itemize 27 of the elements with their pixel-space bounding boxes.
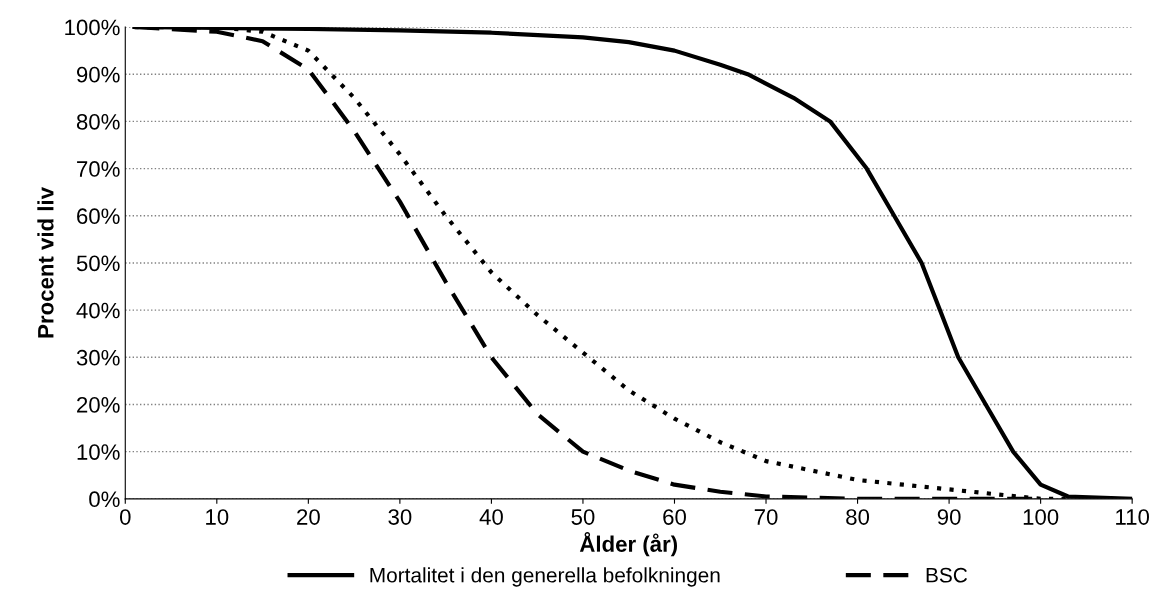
y-tick-label: 100% xyxy=(65,19,120,36)
y-tick-label: 20% xyxy=(77,397,120,413)
x-tick-label: 60 xyxy=(663,509,686,525)
x-tick-label: 110 xyxy=(1116,509,1150,525)
y-tick-label: 10% xyxy=(77,444,120,460)
x-tick-label: 10 xyxy=(206,509,229,525)
x-tick-label: 30 xyxy=(388,509,412,525)
legend-label: Mortalitet i den generella befolkningen xyxy=(370,567,720,587)
y-tick-label: 80% xyxy=(76,113,120,130)
y-tick-label: 70% xyxy=(77,161,120,177)
x-tick-label: 100 xyxy=(1023,509,1059,525)
y-axis-title: Procent vid liv xyxy=(37,187,54,338)
x-tick-label: 20 xyxy=(297,509,320,525)
x-tick-label: 0 xyxy=(119,509,131,525)
y-tick-label: 90% xyxy=(76,66,120,83)
y-tick-label: 0% xyxy=(89,491,120,508)
y-tick-label: 50% xyxy=(76,255,120,272)
x-tick-label: 50 xyxy=(571,509,595,525)
x-tick-label: 40 xyxy=(479,509,503,525)
x-axis-title: Ålder (år) xyxy=(579,532,678,557)
y-tick-label: 30% xyxy=(76,349,120,366)
y-tick-label: 60% xyxy=(77,208,120,225)
y-tick-label: 40% xyxy=(76,302,120,319)
x-tick-label: 70 xyxy=(754,509,778,525)
x-tick-label: 90 xyxy=(937,509,961,525)
legend-label: BSC xyxy=(926,567,968,583)
x-tick-label: 80 xyxy=(846,509,870,525)
